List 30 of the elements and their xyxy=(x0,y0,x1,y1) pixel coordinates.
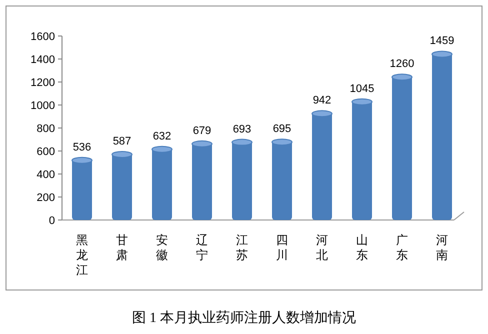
data-label: 679 xyxy=(192,124,212,137)
y-tick-label: 800 xyxy=(36,123,55,135)
y-tick-label: 400 xyxy=(36,169,55,181)
text: 图 1 本月执业药师注册人数增加情况 xyxy=(132,310,356,326)
data-label: 693 xyxy=(232,123,252,136)
y-tick-label: 1000 xyxy=(30,100,55,112)
x-tick-label: 江苏 xyxy=(236,233,248,262)
y-tick-label: 0 xyxy=(48,215,55,227)
x-tick-label: 四川 xyxy=(276,233,288,262)
data-label: 587 xyxy=(112,135,132,148)
y-tick-label: 1400 xyxy=(30,54,55,66)
data-label: 1260 xyxy=(390,58,414,70)
x-tick-label: 黑龙江 xyxy=(76,233,88,277)
x-tick-label: 广东 xyxy=(396,233,408,262)
y-tick-label: 600 xyxy=(36,146,55,158)
data-label: 536 xyxy=(72,141,92,154)
y-tick-label: 1600 xyxy=(30,31,55,43)
x-tick-label: 辽宁 xyxy=(196,233,208,262)
x-tick-label: 山东 xyxy=(356,233,368,262)
x-tick-label: 河南 xyxy=(436,233,448,262)
x-tick-label: 河北 xyxy=(316,233,328,262)
x-tick-label: 安徽 xyxy=(156,233,168,262)
data-label: 695 xyxy=(272,123,292,136)
y-tick-label: 1200 xyxy=(30,77,55,89)
data-label: 632 xyxy=(152,130,172,142)
data-label: 1045 xyxy=(350,82,374,95)
x-tick-label: 甘肃 xyxy=(116,233,128,262)
data-label: 1459 xyxy=(430,35,454,48)
data-label: 942 xyxy=(312,94,332,107)
y-tick-label: 200 xyxy=(36,192,55,204)
